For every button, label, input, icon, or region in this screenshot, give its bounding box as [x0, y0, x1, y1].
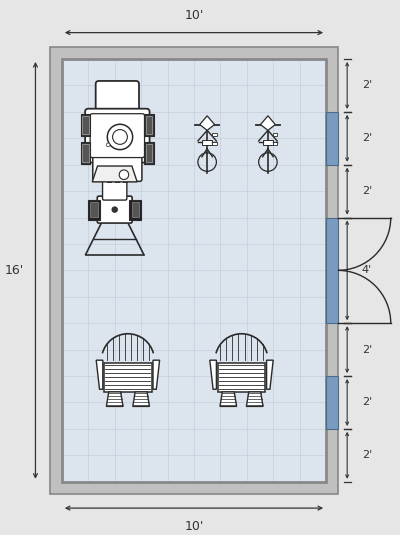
Text: 2': 2' — [362, 450, 372, 460]
Polygon shape — [220, 392, 237, 407]
Text: 10': 10' — [184, 9, 204, 22]
Bar — [218, 363, 265, 392]
FancyBboxPatch shape — [93, 155, 142, 181]
Bar — [62, 59, 326, 482]
Bar — [212, 142, 217, 145]
Polygon shape — [210, 360, 216, 389]
Bar — [273, 133, 278, 136]
FancyBboxPatch shape — [102, 180, 127, 200]
Bar — [81, 142, 90, 164]
Bar — [130, 200, 141, 220]
Circle shape — [106, 143, 110, 147]
Polygon shape — [260, 116, 275, 131]
Polygon shape — [133, 392, 150, 407]
Bar — [90, 202, 98, 217]
Bar — [202, 140, 212, 145]
FancyBboxPatch shape — [97, 196, 132, 223]
Bar — [82, 116, 89, 134]
Bar — [104, 363, 152, 392]
Bar — [263, 140, 273, 145]
Bar — [212, 133, 217, 136]
FancyBboxPatch shape — [90, 114, 144, 158]
Bar — [82, 144, 89, 162]
FancyBboxPatch shape — [85, 109, 150, 163]
Polygon shape — [92, 166, 137, 182]
Circle shape — [107, 124, 133, 150]
Circle shape — [112, 207, 117, 212]
Bar — [146, 144, 152, 162]
Bar — [326, 218, 338, 323]
Bar — [326, 376, 338, 429]
Bar — [132, 202, 139, 217]
Bar — [50, 47, 338, 494]
Polygon shape — [200, 116, 214, 131]
Polygon shape — [96, 360, 103, 389]
Text: 2': 2' — [362, 345, 372, 355]
Bar — [88, 200, 100, 220]
Circle shape — [119, 170, 129, 179]
FancyBboxPatch shape — [96, 81, 139, 119]
Text: 2': 2' — [362, 186, 372, 196]
Text: 4': 4' — [362, 265, 372, 276]
Polygon shape — [246, 392, 263, 407]
Bar — [326, 112, 338, 165]
Polygon shape — [266, 360, 273, 389]
Bar — [146, 116, 152, 134]
Text: 16': 16' — [4, 264, 24, 277]
Text: 10': 10' — [184, 520, 204, 533]
Polygon shape — [106, 392, 123, 407]
Text: 2': 2' — [362, 80, 372, 90]
Bar — [144, 142, 154, 164]
Bar — [62, 59, 326, 482]
Bar — [273, 142, 278, 145]
Text: 2': 2' — [362, 398, 372, 408]
Bar — [81, 114, 90, 136]
Text: 2': 2' — [362, 133, 372, 143]
Polygon shape — [153, 360, 160, 389]
Circle shape — [112, 129, 127, 144]
Bar — [144, 114, 154, 136]
